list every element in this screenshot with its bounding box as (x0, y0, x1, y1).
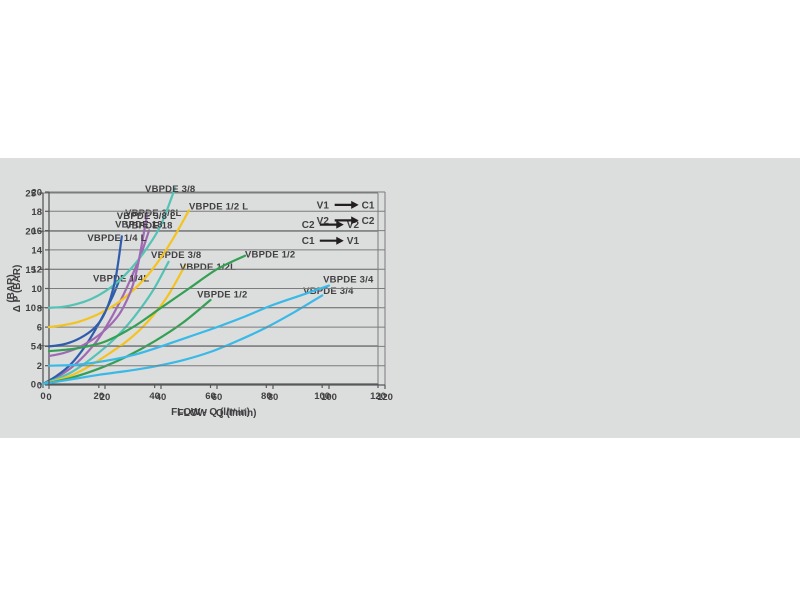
legend-to-label: V2 (347, 220, 360, 231)
series-label-vbpde-1-2-l: VBPDE 1/2 L (189, 201, 248, 212)
right-flow-pressure-chart: 0 2 4 6 8 10 12 14 16 18 20 0 20 40 60 80 100 120 FLOW - Q… (0, 158, 400, 438)
series-label-vbpde-3-8l: VBPDE 3/8L (125, 208, 181, 219)
series-curve-vbpde-1-4-l (47, 235, 123, 348)
y-tick-label: 10 (31, 284, 42, 295)
x-tick-label: 40 (156, 392, 167, 403)
y-tick-label: 12 (31, 265, 42, 276)
legend-from-label: C1 (302, 236, 315, 247)
legend-from-label: C2 (302, 220, 315, 231)
series-label-vbpde-1-2: VBPDE 1/2 (197, 290, 247, 301)
y-tick-label: 0 (37, 381, 42, 392)
y-tick-label: 20 (25, 227, 36, 238)
y-tick-label: 18 (31, 207, 42, 218)
series-label-vbpde-3-8-l: VBPDE 3/8 L (117, 211, 176, 222)
y-tick-label: 2 (37, 361, 42, 372)
series-curve-vbpde-1-2-l (47, 209, 191, 329)
series-label-vbpde-3-8: VBPDE 3/8 (145, 184, 195, 195)
series-curve-vbpde-3-4 (41, 294, 324, 386)
y-tick-label: 20 (31, 188, 42, 199)
x-axis-title: FLOW - Q (l/min) (171, 407, 250, 418)
series-label-vbpde-1-4-l: VBPDE 1/4 L (87, 233, 146, 244)
legend-arrowhead-icon (351, 200, 359, 209)
x-tick-label: 100 (321, 392, 337, 403)
series-label-vbpde-1-2l: VBPDE 1/2L (180, 262, 236, 273)
x-axis-title: FLOW - Q (l/min) (178, 408, 257, 419)
series-curve-vbpde-3-4 (47, 284, 331, 367)
y-tick-label: 0 (31, 380, 36, 391)
y-tick-label: 14 (31, 245, 42, 256)
series-curve-vbpde-3-8 (47, 187, 177, 309)
series-label-vbpde-18: VBPDE 18 (115, 220, 163, 231)
legend-from-label: V1 (317, 200, 330, 211)
x-tick-label: 60 (205, 391, 216, 402)
y-tick-label: 15 (25, 265, 36, 276)
x-tick-label: 120 (370, 391, 386, 402)
legend-row-c1-v1: C1 V1 (302, 236, 360, 247)
y-tick-label: 6 (37, 323, 42, 334)
x-tick-label: 100 (314, 391, 330, 402)
x-tick-label: 0 (46, 392, 51, 403)
legend-to-label: V1 (347, 236, 360, 247)
legend-to-label: C2 (362, 216, 375, 227)
y-tick-label: 4 (37, 342, 43, 353)
x-tick-label: 80 (261, 391, 272, 402)
series-label-vbpde-1-2: VBPDE 1/2 (245, 250, 295, 261)
series-label-vbpde-3-4: VBPDE 3/4 (303, 286, 354, 297)
x-tick-label: 0 (40, 391, 45, 402)
legend-row-v1-c1: V1 C1 (317, 200, 375, 211)
series-curve-vbpde-3-8-l-vbpde-18 (47, 214, 149, 358)
series-label-vbpde-3-8: VBPDE 3/8 (151, 250, 201, 261)
series-label-vbpde-18: VBPDE 18 (125, 221, 173, 232)
series-curve-vbpde-1-2 (47, 254, 247, 353)
legend-arrowhead-icon (336, 220, 344, 229)
left-flow-pressure-chart: 0 5 10 15 20 25 0 20 40 60 80 100 120 FLOW - Q (l/min… (0, 158, 400, 438)
charts-panel: 0 5 10 15 20 25 0 20 40 60 80 100 120 FLOW - Q (l/min… (0, 158, 800, 438)
x-tick-label: 20 (94, 391, 105, 402)
legend-from-label: V2 (317, 216, 330, 227)
x-tick-label: 60 (212, 392, 223, 403)
y-tick-label: 16 (31, 226, 42, 237)
x-tick-label: 20 (100, 392, 111, 403)
y-axis-title: (BAR) (6, 274, 17, 302)
legend-row-v2-c2: V2 C2 (317, 216, 375, 227)
x-tick-label: 40 (149, 391, 160, 402)
y-axis-title: Δ P (BAR) (12, 265, 23, 313)
y-tick-label: 5 (31, 341, 37, 352)
legend-arrowhead-icon (336, 236, 344, 245)
x-tick-label: 80 (268, 392, 279, 403)
y-tick-label: 10 (25, 303, 36, 314)
legend-to-label: C1 (362, 200, 375, 211)
legend-arrowhead-icon (351, 216, 359, 225)
y-tick-label: 8 (37, 303, 42, 314)
series-label-vbpde-3-4: VBPDE 3/4 (323, 275, 374, 286)
y-tick-label: 25 (25, 189, 36, 200)
legend-row-c2-v2: C2 V2 (302, 220, 360, 231)
x-tick-label: 120 (377, 392, 393, 403)
